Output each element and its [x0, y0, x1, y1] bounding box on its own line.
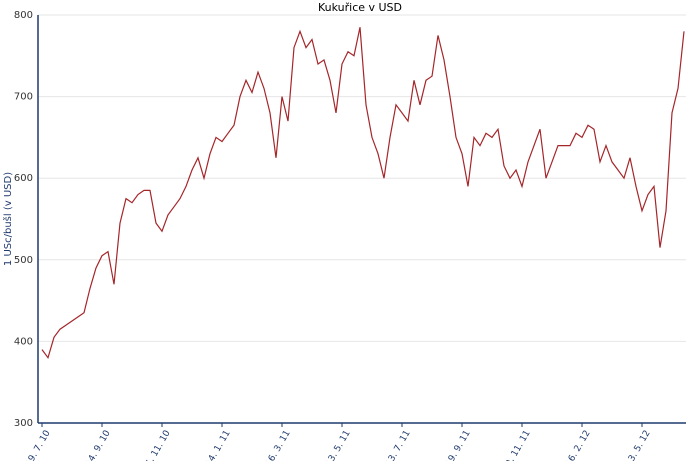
- x-tick-label: 3. 5. 12: [627, 429, 653, 461]
- price-line: [41, 27, 685, 360]
- y-tick-label: 700: [14, 92, 33, 103]
- y-axis-label: 1 USc/bušl (v USD): [2, 172, 14, 266]
- x-tick-label: 16. 11. 10: [141, 429, 173, 461]
- x-tick-label: 14. 9. 10: [84, 429, 113, 461]
- x-tick-label: 14. 1. 11: [204, 429, 233, 461]
- y-tick-label: 800: [14, 10, 33, 21]
- x-tick-label: 16. 3. 11: [264, 429, 293, 461]
- x-tick-label: 30. 11. 11: [501, 429, 533, 461]
- y-tick-label: 600: [14, 173, 33, 184]
- y-tick-label: 500: [14, 255, 33, 266]
- y-tick-label: 300: [14, 418, 33, 429]
- x-tick-label: 13. 5. 11: [324, 429, 353, 461]
- x-tick-label: 16. 2. 12: [564, 429, 593, 461]
- x-tick-label: 19. 9. 11: [444, 429, 473, 461]
- x-tick-label: 19. 7. 10: [24, 429, 53, 461]
- chart-title: Kukuřice v USD: [318, 1, 402, 14]
- x-tick-label: 13. 7. 11: [384, 429, 413, 461]
- y-tick-label: 400: [14, 336, 33, 347]
